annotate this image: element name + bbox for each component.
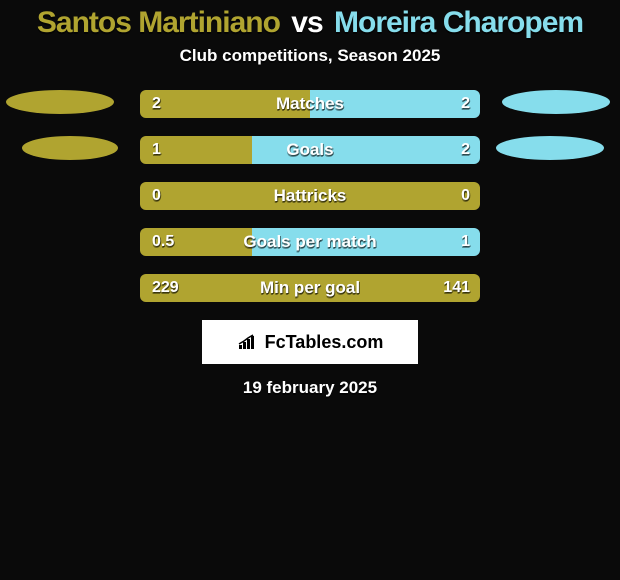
stat-bar-right [252, 136, 480, 164]
player-right-avatar-placeholder [502, 90, 610, 114]
stat-bar-track [140, 136, 480, 164]
player-left-name: Santos Martiniano [37, 6, 280, 39]
date-text: 19 february 2025 [0, 378, 620, 398]
stat-bar-track [140, 274, 480, 302]
stat-value-left: 1 [152, 136, 161, 164]
stat-value-right: 0 [461, 182, 470, 210]
stat-value-right: 141 [443, 274, 470, 302]
stat-value-right: 2 [461, 136, 470, 164]
stat-bar-track [140, 182, 480, 210]
source-badge-text: FcTables.com [265, 332, 384, 353]
stat-value-right: 2 [461, 90, 470, 118]
player-left-avatar-placeholder [6, 90, 114, 114]
stat-bar-track [140, 228, 480, 256]
stat-bar-right [252, 228, 480, 256]
stats-area: 22Matches12Goals00Hattricks0.51Goals per… [0, 90, 620, 302]
stat-bar-left [140, 274, 480, 302]
stat-bar-left [140, 90, 310, 118]
stat-bar-track [140, 90, 480, 118]
stat-row: 0.51Goals per match [0, 228, 620, 256]
source-badge: FcTables.com [202, 320, 418, 364]
stat-value-left: 229 [152, 274, 179, 302]
subtitle: Club competitions, Season 2025 [0, 46, 620, 66]
stat-row: 229141Min per goal [0, 274, 620, 302]
bar-chart-icon [237, 333, 259, 351]
stat-value-left: 2 [152, 90, 161, 118]
stat-row: 00Hattricks [0, 182, 620, 210]
stat-value-left: 0 [152, 182, 161, 210]
stat-bar-right [310, 90, 480, 118]
player-right-name: Moreira Charopem [334, 6, 583, 39]
stat-value-right: 1 [461, 228, 470, 256]
player-right-avatar-placeholder [496, 136, 604, 160]
comparison-title: Santos Martiniano vs Moreira Charopem [0, 0, 620, 40]
player-left-avatar-placeholder [22, 136, 118, 160]
vs-text: vs [291, 6, 322, 39]
stat-bar-left [140, 182, 480, 210]
stat-value-left: 0.5 [152, 228, 174, 256]
